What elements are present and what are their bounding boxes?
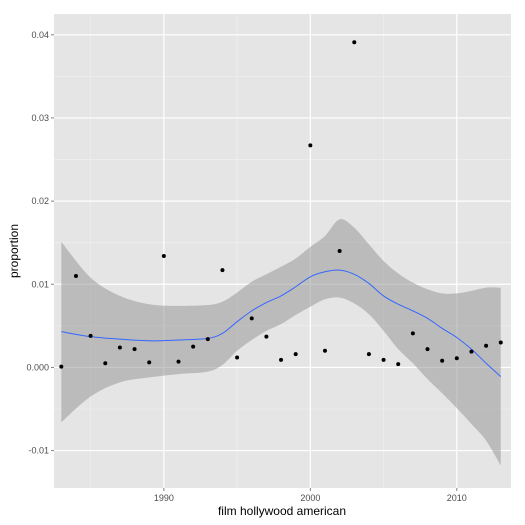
data-point <box>132 347 137 352</box>
x-tick-label: 2000 <box>300 493 320 503</box>
data-point <box>235 355 240 360</box>
confidence-band-area <box>61 219 501 466</box>
data-point <box>293 352 298 357</box>
data-point <box>147 360 152 365</box>
confidence-band <box>61 219 501 466</box>
data-point <box>337 249 342 253</box>
data-point <box>425 347 430 352</box>
data-point <box>220 268 225 273</box>
data-point <box>249 316 254 321</box>
plot-panel <box>54 14 511 488</box>
data-point <box>73 273 78 278</box>
smooth-line-layer <box>61 269 502 377</box>
data-point <box>410 331 415 336</box>
y-tick-label: 0.01 <box>31 279 49 289</box>
smooth-line <box>61 269 502 377</box>
y-tick-label: 0.03 <box>31 113 49 123</box>
data-point <box>498 340 503 345</box>
data-point <box>322 348 327 353</box>
data-point <box>103 361 108 366</box>
data-point <box>88 333 93 338</box>
y-axis: -0.01 0.000 0.01 0.02 0.03 0.04 <box>26 30 54 456</box>
data-point <box>264 334 269 339</box>
x-axis: 1990 2000 2010 <box>154 488 467 503</box>
y-tick-label: 0.000 <box>26 362 49 372</box>
y-tick-label: -0.01 <box>28 446 49 456</box>
data-point <box>484 343 489 348</box>
y-tick-label: 0.04 <box>31 30 49 40</box>
points-layer <box>59 40 503 369</box>
data-point <box>191 344 196 349</box>
data-point <box>205 337 210 342</box>
y-tick-label: 0.02 <box>31 196 49 206</box>
data-point <box>352 40 357 45</box>
data-point <box>454 356 459 361</box>
data-point <box>440 358 445 363</box>
x-tick-label: 2010 <box>447 493 467 503</box>
data-point <box>117 345 122 350</box>
data-point <box>59 364 64 369</box>
data-point <box>279 357 284 362</box>
data-point <box>469 349 474 354</box>
data-point <box>161 253 166 258</box>
y-axis-title: proportion <box>7 224 21 278</box>
data-point <box>366 352 371 357</box>
x-axis-title: film hollywood american <box>218 504 346 518</box>
x-tick-label: 1990 <box>154 493 174 503</box>
data-point <box>381 357 386 362</box>
data-point <box>396 362 401 367</box>
data-point <box>308 143 313 148</box>
data-point <box>176 359 181 364</box>
